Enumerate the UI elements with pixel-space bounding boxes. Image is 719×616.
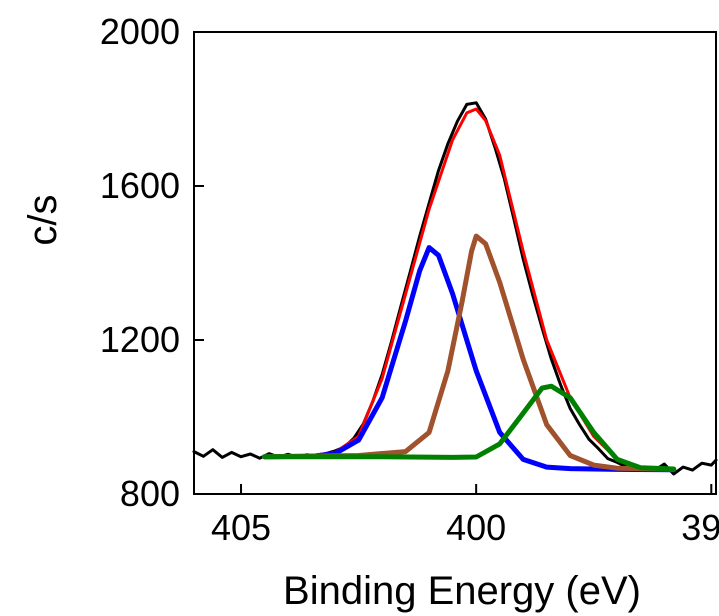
axis-ticks <box>194 31 713 495</box>
series-line-4 <box>262 383 677 472</box>
y-tick-label: 1600 <box>100 165 180 206</box>
y-axis-label: c/s <box>21 194 65 245</box>
series-line-3 <box>262 233 677 472</box>
series-line-0 <box>192 101 718 476</box>
series-line-1 <box>263 107 676 471</box>
tick-labels: 800 1200 1600 2000 405 400 395 <box>100 11 719 548</box>
plot-frame <box>193 31 717 495</box>
x-tick-label: 395 <box>681 507 719 548</box>
series-group <box>192 101 718 476</box>
x-tick-label: 400 <box>446 507 506 548</box>
y-tick-label: 800 <box>120 473 180 514</box>
x-axis-label: Binding Energy (eV) <box>283 569 641 613</box>
y-tick-label: 1200 <box>100 319 180 360</box>
x-tick-label: 405 <box>211 507 271 548</box>
series-line-2 <box>262 245 677 473</box>
y-tick-label: 2000 <box>100 11 180 52</box>
